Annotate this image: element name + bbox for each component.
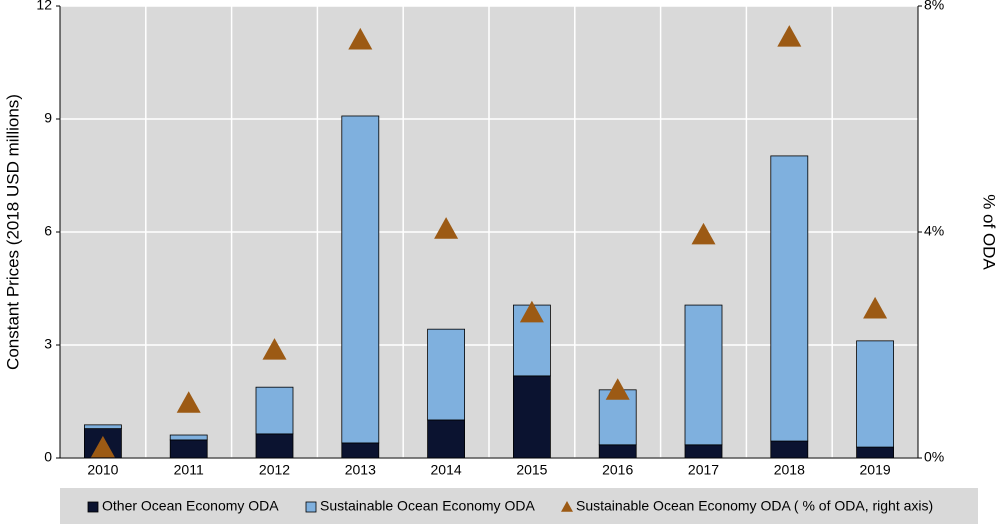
bar-segment <box>684 304 723 446</box>
bar-segment <box>856 446 894 459</box>
y-tick-label: 9 <box>44 110 52 126</box>
legend-marker <box>305 501 317 513</box>
y-tick-label: 12 <box>36 0 52 13</box>
triangle-marker <box>90 435 115 458</box>
bar-segment <box>513 375 551 459</box>
x-tick-label: 2012 <box>259 462 290 478</box>
bar-segment <box>770 440 809 459</box>
x-tick-label: 2010 <box>87 462 118 478</box>
triangle-marker <box>691 222 716 245</box>
bar-segment <box>427 328 466 421</box>
x-tick-label: 2011 <box>174 462 204 478</box>
triangle-marker <box>176 391 201 413</box>
x-tick-label: 2017 <box>688 462 719 478</box>
triangle-marker <box>863 296 888 319</box>
triangle-marker <box>777 25 802 47</box>
y2-tick-label: 4% <box>924 223 944 239</box>
bar-segment <box>770 155 809 442</box>
legend-box <box>60 488 978 524</box>
y-tick-label: 6 <box>44 223 52 239</box>
y-tick-label: 3 <box>44 336 52 352</box>
y2-tick-label: 8% <box>924 0 944 13</box>
bar-segment <box>427 419 466 459</box>
legend-marker <box>87 501 99 513</box>
y-axis-label: Constant Prices (2018 USD millions) <box>3 94 22 370</box>
bar-segment <box>856 340 894 448</box>
x-tick-label: 2019 <box>860 462 891 478</box>
bar-segment <box>684 444 723 459</box>
bar-segment <box>169 439 208 459</box>
triangle-marker <box>434 217 459 239</box>
x-tick-label: 2014 <box>431 462 462 478</box>
x-tick-label: 2018 <box>774 462 805 478</box>
legend-marker <box>561 501 573 512</box>
x-tick-label: 2013 <box>345 462 376 478</box>
y2-axis-label: % of ODA <box>980 194 999 270</box>
bar-segment <box>169 434 208 441</box>
bar-segment <box>255 386 294 435</box>
triangle-marker <box>262 338 287 360</box>
x-tick-label: 2015 <box>516 462 547 478</box>
x-tick-label: 2016 <box>602 462 633 478</box>
bar-segment <box>341 442 380 459</box>
y2-tick-label: 0% <box>924 449 944 465</box>
bar-segment <box>84 424 122 430</box>
y-tick-label: 0 <box>44 449 52 465</box>
legend-label: Sustainable Ocean Economy ODA <box>320 498 535 514</box>
triangle-marker <box>348 27 373 50</box>
legend-label: Sustainable Ocean Economy ODA ( % of ODA… <box>576 498 933 514</box>
triangle-marker <box>519 300 544 323</box>
bar-segment <box>341 115 380 444</box>
triangle-marker <box>605 378 630 400</box>
bar-segment <box>598 444 637 459</box>
legend-label: Other Ocean Economy ODA <box>102 498 279 514</box>
bar-segment <box>255 433 294 459</box>
